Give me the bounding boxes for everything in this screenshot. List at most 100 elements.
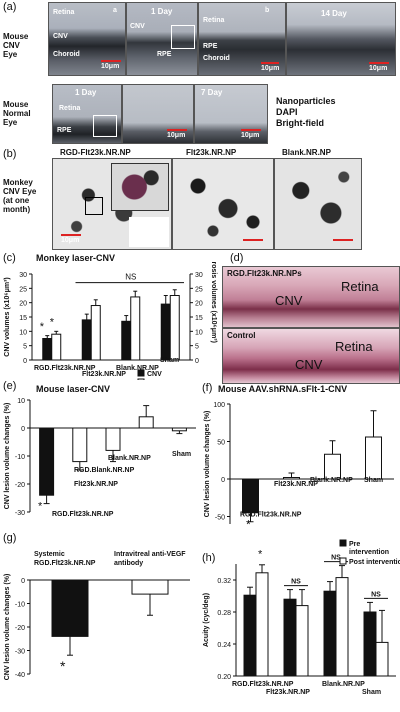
scale-label: 10μm [61, 237, 80, 244]
micrograph-monkey-rgd: 10μm [52, 158, 172, 250]
y2-tick-label: 30 [195, 272, 203, 279]
y-tick-label: 0.28 [217, 610, 231, 617]
bar-fibrosis [51, 333, 62, 361]
x-tick-label: Sham [172, 451, 191, 458]
y-tick-label: 50 [217, 440, 225, 447]
panel-g-label: (g) [3, 532, 17, 544]
panel-e-label: (e) [3, 380, 17, 392]
retina-label: Retina [335, 339, 373, 354]
legend-label: Post intervention [349, 559, 400, 566]
panel-a-label: (a) [3, 1, 17, 13]
y-tick-label: 25 [19, 286, 27, 293]
scale-bar [243, 239, 263, 241]
legend-label: Pre [349, 541, 360, 548]
bar-pre [323, 590, 337, 677]
x-tick-label: Flt23k.NR.NP [74, 481, 118, 488]
scale-bar [369, 62, 389, 64]
panel-a-row1-label: Mouse CNV Eye [3, 32, 28, 59]
panel-c-title: Monkey laser-CNV [36, 253, 116, 263]
y-tick-label: 100 [213, 402, 225, 409]
y-tick-label: 5 [23, 344, 27, 351]
x-tick-label: Blank.NR.NP [116, 365, 159, 372]
panel-f-title: Mouse AAV.shRNA.sFlt-1-CNV [218, 384, 348, 394]
bar-cnv [42, 338, 53, 361]
bar [131, 579, 169, 595]
bar-cnv [81, 319, 92, 361]
bar [324, 453, 341, 480]
x-tick-label: Blank.NR.NP [310, 477, 353, 484]
y-tick-label: 30 [19, 272, 27, 279]
y-tick-label: -20 [15, 625, 25, 632]
ns-label: NS [291, 579, 301, 586]
legend-swatch [339, 557, 347, 565]
time-label: 1 Day [151, 7, 173, 16]
time-label: 1 Day [75, 88, 97, 97]
legend-bright-field: Bright-field [276, 118, 324, 128]
cnv-label: CNV [130, 23, 145, 30]
y-tick-label: -30 [15, 510, 25, 517]
row-label-line: Eye [3, 50, 18, 59]
y-axis-label: CNV lesion volume changes (%) [4, 574, 11, 681]
x-tick-label: Blank.NR.NP [108, 455, 151, 462]
bar-pre [283, 598, 297, 677]
rpe-label: RPE [157, 51, 172, 58]
x-tick-label: Sham [364, 477, 383, 484]
rpe-label: RPE [57, 127, 72, 134]
ns-label: NS [331, 555, 341, 562]
micrograph-mouse-cnv-2: Retina RPE Choroid 10μm b [198, 2, 286, 76]
panel-b-row-label: Monkey CNV Eye (at one month) [3, 178, 36, 214]
y-tick-label: 0 [21, 578, 25, 585]
scale-label: 10μm [241, 132, 260, 139]
y-axis-label: Acuity (cyc/deg) [203, 593, 210, 647]
micrograph-monkey-blank [274, 158, 362, 250]
retina-label: Retina [341, 279, 379, 294]
choroid-label: Choroid [203, 55, 230, 62]
legend-label: CNV [147, 371, 162, 378]
y-axis-label: CNV volumes (x10⁶μm³) [4, 277, 11, 356]
x-tick-label: Blank.NR.NP [322, 681, 365, 688]
time-label: 14 Day [321, 9, 347, 18]
histology-control: Control Retina CNV [222, 328, 400, 384]
panel-e-title: Mouse laser-CNV [36, 384, 111, 394]
x-tick-label: Flt23k.NR.NP [266, 689, 310, 696]
x-tick-label: Sham [362, 689, 381, 696]
bar-post [335, 577, 349, 677]
x-tick-label: RGD.Blank.NR.NP [74, 467, 135, 474]
scale-bar [261, 62, 279, 64]
bar [39, 427, 55, 496]
chart-c: 0 5 10 15 20 25 30 0 5 10 15 20 25 30 RGD.Flt23k.NR.NP… [4, 262, 217, 380]
row-label-line: month) [3, 205, 31, 214]
inset-image [111, 163, 169, 211]
y2-tick-label: 10 [195, 329, 203, 336]
chart-h: 0.20 0.24 0.28 0.32 Acuity (cyc/deg) RGD.Flt2… [203, 539, 400, 696]
legend-swatch [137, 378, 145, 380]
bar [283, 477, 300, 480]
bar-post [375, 641, 389, 677]
y-tick-label: 15 [19, 315, 27, 322]
bar-fibrosis [90, 305, 101, 361]
bar-pre [363, 611, 377, 677]
time-label: 7 Day [201, 88, 223, 97]
micrograph-mouse-cnv-14day: 14 Day 10μm [286, 2, 396, 76]
row-label-line: CNV [3, 41, 20, 50]
control-label: Control [227, 331, 256, 340]
panel-b-title-2: Flt23k.NR.NP [186, 148, 237, 157]
zoom-box [93, 115, 117, 137]
row-label-line: Eye [3, 118, 18, 127]
scale-label: 10μm [369, 65, 388, 72]
micrograph-monkey-flt [172, 158, 274, 250]
scale-label: 10μm [101, 63, 120, 70]
retina-label: Retina [59, 105, 81, 112]
ns-label: NS [371, 591, 381, 598]
y-tick-label: 20 [19, 301, 27, 308]
y-tick-label: -20 [15, 482, 25, 489]
significance-star: * [38, 501, 43, 513]
bar-fibrosis [169, 295, 180, 361]
bar [51, 579, 89, 637]
x-tick-label: antibody [114, 560, 143, 567]
cnv-label: CNV [275, 293, 303, 308]
y-tick-label: 0.24 [217, 642, 231, 649]
zoom-box [85, 197, 103, 215]
scale-bar [61, 234, 81, 236]
legend-swatch [137, 369, 145, 377]
